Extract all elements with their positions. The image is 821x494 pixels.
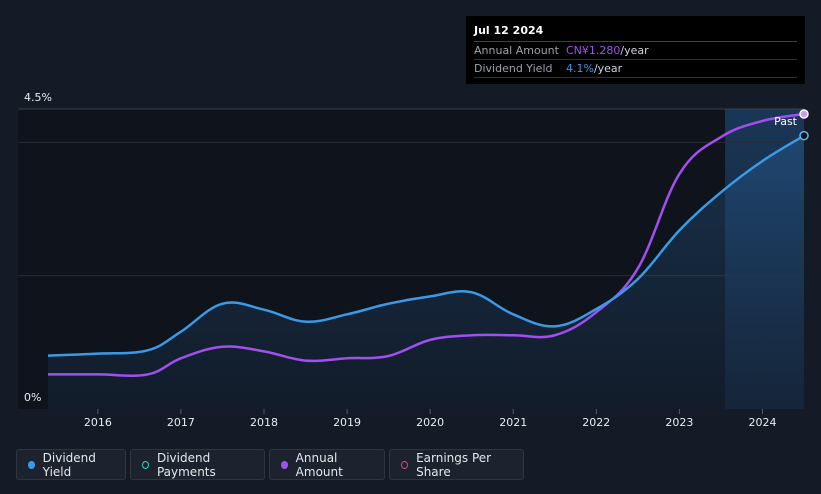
- x-tick-label: 2023: [665, 416, 693, 429]
- legend-ring-icon: [401, 460, 409, 469]
- tooltip-row-annual-amount: Annual Amount CN¥1.280 /year: [474, 42, 797, 60]
- tooltip-label: Annual Amount: [474, 44, 559, 57]
- x-tick-label: 2020: [416, 416, 444, 429]
- y-tick-label-top: 4.5%: [24, 91, 52, 104]
- legend-label: Dividend Yield: [42, 450, 96, 479]
- x-tick-label: 2022: [582, 416, 610, 429]
- dividend-yield-end-marker[interactable]: [799, 130, 809, 141]
- past-label: Past: [774, 115, 798, 128]
- annual-amount-end-marker[interactable]: [799, 109, 809, 119]
- x-axis-ticks: 2016 2017 2018 2019 2020 2021 2022 2023 2024: [84, 409, 776, 429]
- tooltip-unit: /year: [620, 44, 649, 57]
- tooltip-row-dividend-yield: Dividend Yield 4.1% /year: [474, 60, 797, 78]
- legend-label: Annual Amount: [295, 450, 343, 479]
- legend-label: Dividend Payments: [156, 450, 216, 479]
- x-tick-label: 2021: [499, 416, 527, 429]
- legend-annual-amount[interactable]: Annual Amount: [269, 449, 385, 480]
- legend-ring-icon: [142, 460, 149, 469]
- legend-dot-icon: [28, 460, 35, 469]
- legend-label: Earnings Per Share: [416, 450, 492, 479]
- annual-amount-line: [48, 112, 805, 377]
- tooltip-value: 4.1%: [566, 62, 594, 75]
- x-tick-label: 2017: [167, 416, 195, 429]
- tooltip: Jul 12 2024 Annual Amount CN¥1.280 /year…: [466, 16, 805, 84]
- tooltip-unit: /year: [593, 62, 623, 75]
- dividend-yield-line: [47, 134, 805, 357]
- legend-dividend-yield[interactable]: Dividend Yield: [16, 449, 126, 480]
- tooltip-value: CN¥1.280: [566, 44, 621, 57]
- legend-dot-icon: [281, 460, 288, 469]
- x-tick-label: 2019: [333, 416, 361, 429]
- x-tick-label: 2016: [84, 416, 112, 429]
- y-tick-label-bottom: 0%: [24, 391, 41, 404]
- legend-dividend-payments[interactable]: Dividend Payments: [130, 449, 265, 480]
- x-tick-label: 2024: [748, 416, 776, 429]
- dividend-yield-area: [48, 135, 804, 409]
- tooltip-date: Jul 12 2024: [474, 23, 797, 42]
- x-tick-label: 2018: [250, 416, 278, 429]
- tooltip-label: Dividend Yield: [474, 62, 553, 75]
- legend-earnings-per-share[interactable]: Earnings Per Share: [389, 449, 524, 480]
